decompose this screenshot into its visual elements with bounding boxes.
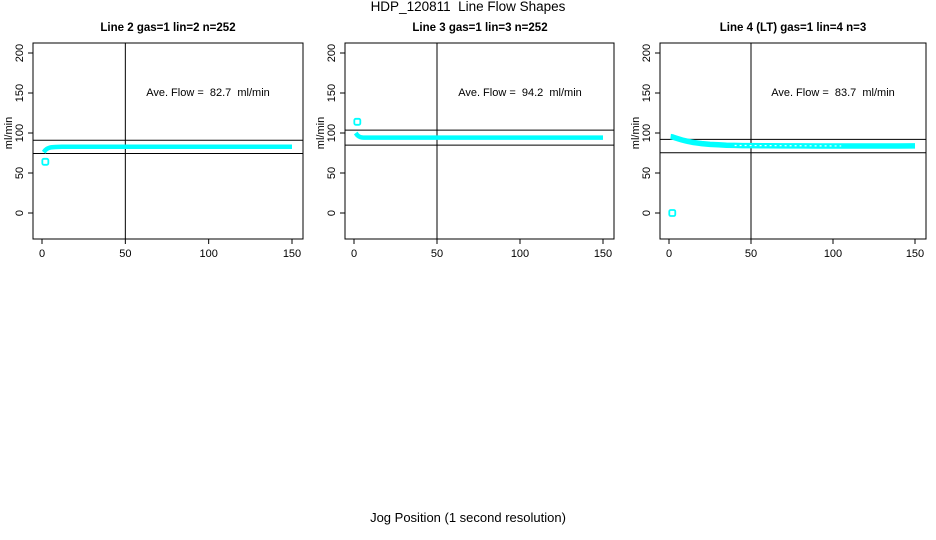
- subplot-title-line2: Line 2 gas=1 lin=2 n=252: [100, 22, 236, 34]
- subplot-line-3: 0 50 100 150 0 50 100 150 200 ml/min: [315, 42, 615, 260]
- x-tick-label: 150: [594, 248, 612, 260]
- y-tick-label: 150: [14, 84, 26, 102]
- y-tick-label: 100: [641, 124, 653, 142]
- x-tick-label: 100: [824, 248, 842, 260]
- outlier-marker: [668, 209, 677, 217]
- ave-flow-annotation-line3: Ave. Flow = 94.2 ml/min: [458, 87, 582, 99]
- y-tick-label: 50: [326, 167, 338, 179]
- data-series-flow: [41, 144, 292, 154]
- subplot-line-2: 0 50 100 150 0 50 100 150 200 ml/min: [3, 42, 304, 260]
- y-tick-label: 200: [326, 44, 338, 62]
- y-axis-title: ml/min: [3, 117, 15, 149]
- y-tick-label: 200: [14, 44, 26, 62]
- x-axis-label: Jog Position (1 second resolution): [370, 510, 566, 525]
- figure-title: HDP_120811 Line Flow Shapes: [370, 0, 566, 14]
- x-tick-label: 0: [351, 248, 357, 260]
- plot-box: [659, 42, 927, 240]
- x-tick-label: 100: [511, 248, 529, 260]
- y-tick-label: 150: [641, 84, 653, 102]
- data-series-flow: [669, 133, 916, 149]
- ave-flow-annotation-line2: Ave. Flow = 82.7 ml/min: [146, 87, 270, 99]
- plot-box: [32, 42, 304, 240]
- y-axis-title: ml/min: [630, 117, 642, 149]
- outlier-marker: [353, 117, 362, 126]
- x-tick-label: 0: [39, 248, 45, 260]
- y-axis-title: ml/min: [315, 117, 327, 149]
- y-tick-label: 50: [641, 167, 653, 179]
- subplot-title-line4: Line 4 (LT) gas=1 lin=4 n=3: [719, 22, 867, 34]
- subplot-title-line3: Line 3 gas=1 lin=3 n=252: [412, 22, 548, 34]
- y-tick-label: 0: [14, 210, 26, 216]
- x-tick-label: 50: [431, 248, 443, 260]
- y-tick-label: 0: [641, 210, 653, 216]
- y-tick-label: 200: [641, 44, 653, 62]
- y-tick-label: 50: [14, 167, 26, 179]
- data-series-flow: [353, 131, 603, 140]
- plot-box: [344, 42, 615, 240]
- x-tick-label: 0: [666, 248, 672, 260]
- y-tick-label: 100: [326, 124, 338, 142]
- subplot-line-4-lt-: 0 50 100 150 0 50 100 150 200 ml/min: [630, 42, 927, 260]
- ave-flow-annotation-line4: Ave. Flow = 83.7 ml/min: [771, 87, 895, 99]
- x-tick-label: 100: [199, 248, 217, 260]
- y-tick-label: 0: [326, 210, 338, 216]
- x-tick-label: 50: [119, 248, 131, 260]
- y-tick-label: 150: [326, 84, 338, 102]
- x-tick-label: 150: [906, 248, 924, 260]
- x-tick-label: 50: [745, 248, 757, 260]
- x-tick-label: 150: [283, 248, 301, 260]
- outlier-marker: [41, 157, 50, 166]
- y-tick-label: 100: [14, 124, 26, 142]
